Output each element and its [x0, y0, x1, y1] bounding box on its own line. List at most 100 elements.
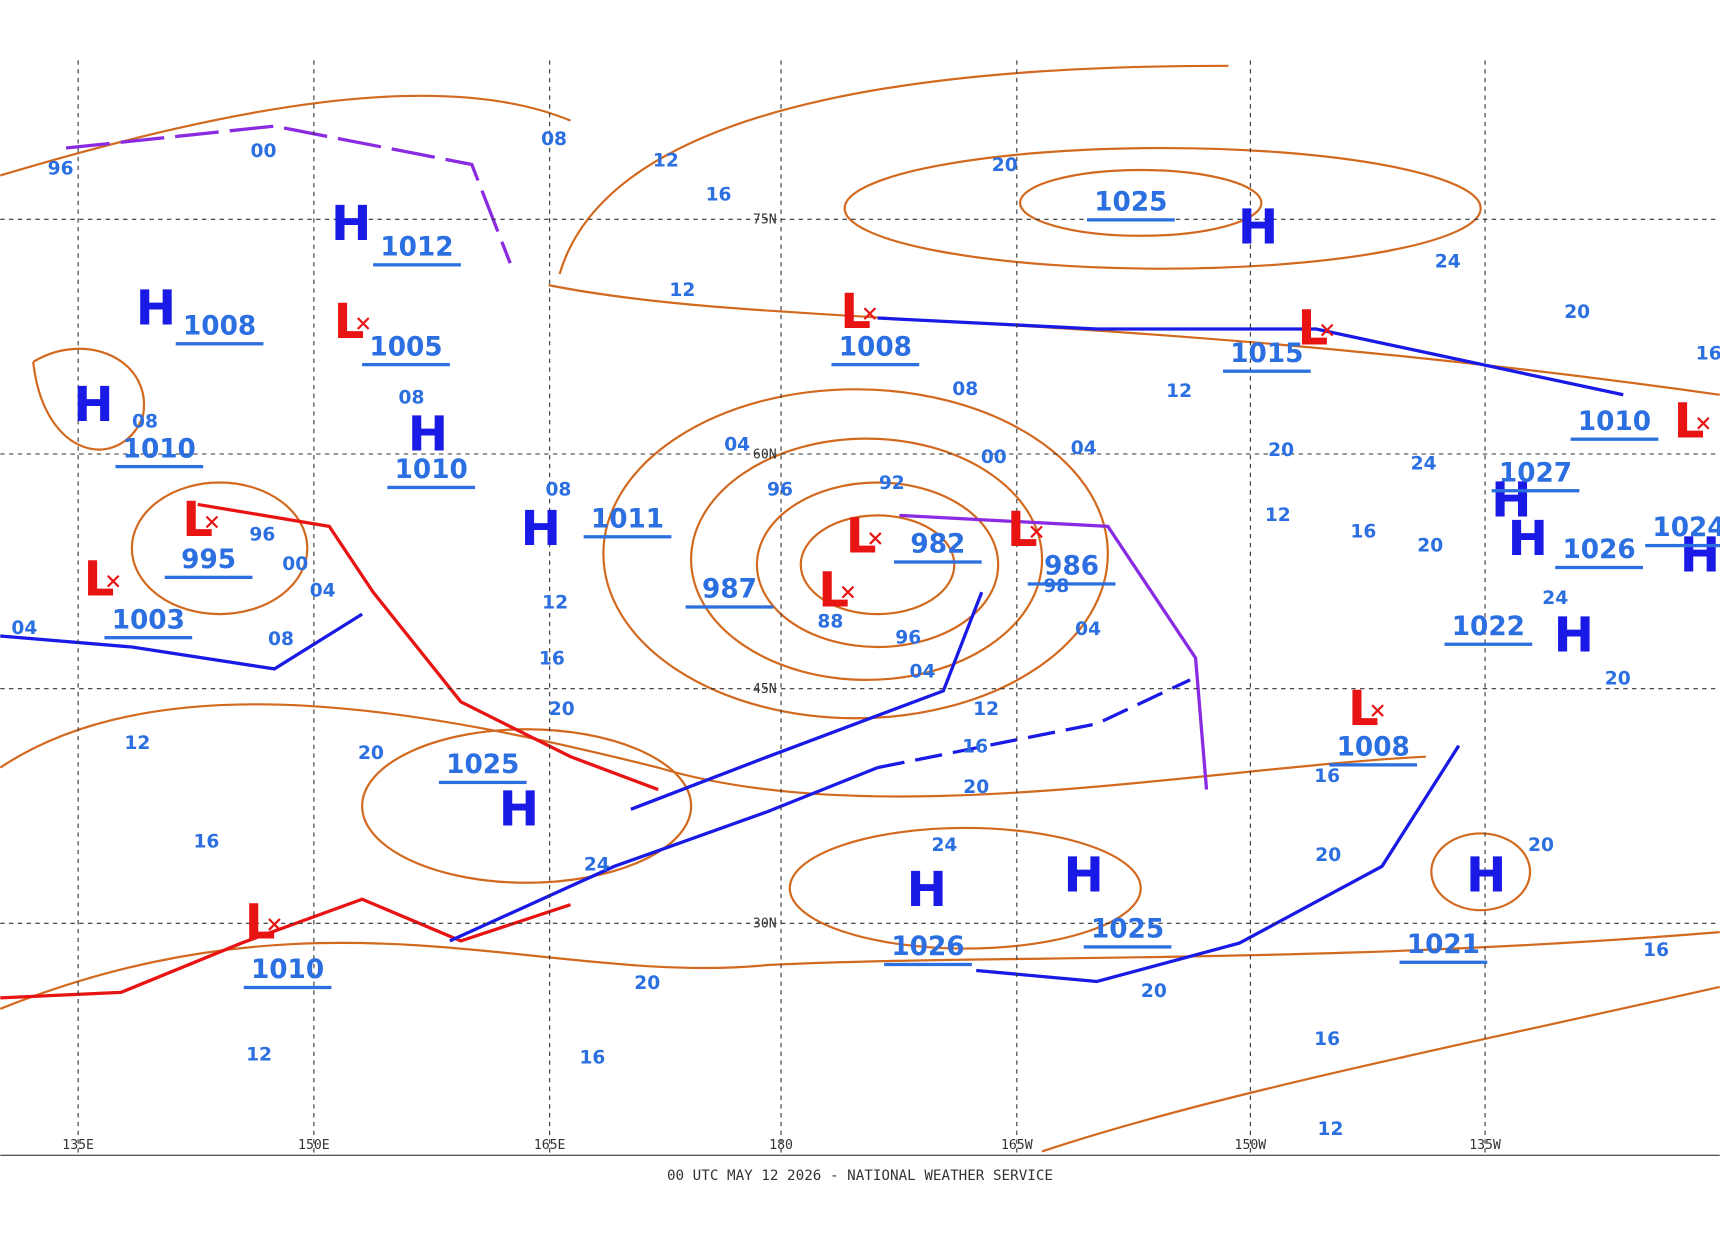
pressure-value: 1008	[1337, 733, 1410, 763]
isobar-label: 24	[931, 835, 957, 856]
cold-front	[877, 316, 1624, 397]
isobar	[1041, 985, 1720, 1153]
longitude-label: 135W	[1469, 1138, 1501, 1153]
grid	[0, 60, 1720, 1155]
pressure-value: 986	[1044, 552, 1099, 582]
longitude-label: 165W	[1001, 1138, 1033, 1153]
low-symbol: L	[1348, 681, 1379, 737]
longitude-label: 150W	[1235, 1138, 1267, 1153]
pressure-value: 1008	[839, 332, 912, 362]
isobar-label: 20	[992, 155, 1018, 176]
value-underline	[685, 605, 774, 609]
low-symbol: L	[1007, 502, 1038, 558]
isobar-label: 24	[1542, 588, 1568, 609]
isobar	[0, 703, 1426, 798]
value-underline	[438, 780, 527, 785]
pressure-value: 1010	[1578, 407, 1651, 437]
isobar-label: 16	[1314, 766, 1340, 787]
latitude-label: 75N	[753, 213, 777, 228]
pressure-value: 987	[702, 575, 757, 605]
cold-front	[449, 766, 879, 943]
footer: 00 UTC MAY 12 2026 - NATIONAL WEATHER SE…	[667, 1168, 1053, 1184]
value-underline	[884, 962, 972, 967]
isobar-label: 16	[1696, 344, 1720, 365]
isobar-label: 12	[246, 1044, 272, 1065]
isobar-label: 20	[1605, 668, 1631, 689]
low-symbol: L	[840, 284, 871, 340]
low-symbol: L	[334, 294, 365, 350]
latitude-label: 60N	[753, 447, 777, 462]
low-x	[841, 585, 855, 599]
isobar	[843, 146, 1482, 270]
high-symbol: H	[499, 782, 539, 838]
isobar	[32, 347, 146, 451]
value-underline	[362, 362, 450, 367]
isobar	[1019, 168, 1263, 237]
longitude-label: 135E	[62, 1138, 94, 1153]
warm-front	[0, 897, 572, 1000]
pressure-value: 1011	[591, 504, 664, 534]
value-underline	[373, 263, 461, 267]
high-symbol: H	[1554, 607, 1594, 663]
pressure-value: 1022	[1452, 612, 1525, 642]
isobar-label: 16	[1314, 1029, 1340, 1050]
pressure-value: 1010	[395, 455, 468, 485]
pressure-value: 1010	[123, 434, 196, 464]
isobar-label: 20	[549, 699, 575, 720]
low-x	[863, 307, 877, 320]
value-underline	[1329, 763, 1418, 767]
isobar-label: 20	[1268, 440, 1294, 461]
isobar-label: 98	[1043, 576, 1069, 597]
high-symbol: H	[408, 407, 448, 463]
pressure-value: 995	[181, 545, 236, 575]
high-symbol: H	[1508, 511, 1548, 567]
isobar-label: 04	[1071, 438, 1097, 459]
pressure-value: 1025	[1094, 188, 1167, 218]
high-symbol: H	[331, 196, 371, 252]
isobar-label: 04	[910, 662, 936, 683]
value-underline	[1399, 960, 1488, 964]
high-symbol: H	[1491, 473, 1531, 529]
isobar-label: 12	[1265, 505, 1291, 526]
isobar-label: 04	[724, 435, 750, 456]
value-underline	[1222, 369, 1311, 373]
isobar-label: 20	[963, 777, 989, 798]
low-x	[869, 532, 882, 545]
cold-front	[630, 591, 984, 811]
isobar-label: 20	[1315, 845, 1341, 866]
isobar-label: 96	[249, 525, 275, 546]
isobar-label: 04	[11, 618, 37, 639]
isobar-label: 96	[767, 480, 793, 501]
low-symbol: L	[84, 551, 115, 607]
latitude-label: 30N	[753, 917, 777, 932]
low-symbol: L	[818, 562, 849, 618]
value-underline	[164, 575, 253, 580]
isobar-label: 08	[541, 129, 567, 150]
value-underline	[1645, 543, 1720, 548]
value-underline	[115, 464, 204, 469]
pressure-value: 1010	[251, 955, 324, 985]
isobar-label: 12	[542, 593, 568, 614]
isobar-label: 20	[1564, 302, 1590, 323]
map-border	[0, 1154, 1720, 1156]
value-underline	[175, 342, 264, 346]
occluded-front	[899, 513, 1209, 790]
high-symbol: H	[136, 281, 176, 337]
isobar-label: 20	[1141, 981, 1167, 1002]
isobar-label: 12	[669, 280, 695, 301]
isobar-label: 16	[539, 649, 565, 670]
pressure-value: 1005	[369, 332, 442, 362]
value-underline	[104, 636, 193, 640]
isobar-label: 00	[282, 554, 308, 575]
occluded-front	[65, 124, 512, 264]
high-symbol: H	[521, 501, 561, 557]
isobar	[0, 931, 1720, 1010]
low-x	[1320, 323, 1334, 337]
stationary-front	[877, 678, 1191, 770]
isobars	[0, 64, 1720, 1153]
isobar-label: 00	[981, 447, 1007, 468]
pressure-value: 982	[910, 530, 965, 560]
isobar	[799, 514, 956, 616]
isobar-label: 96	[48, 158, 74, 179]
isobar	[602, 388, 1109, 720]
